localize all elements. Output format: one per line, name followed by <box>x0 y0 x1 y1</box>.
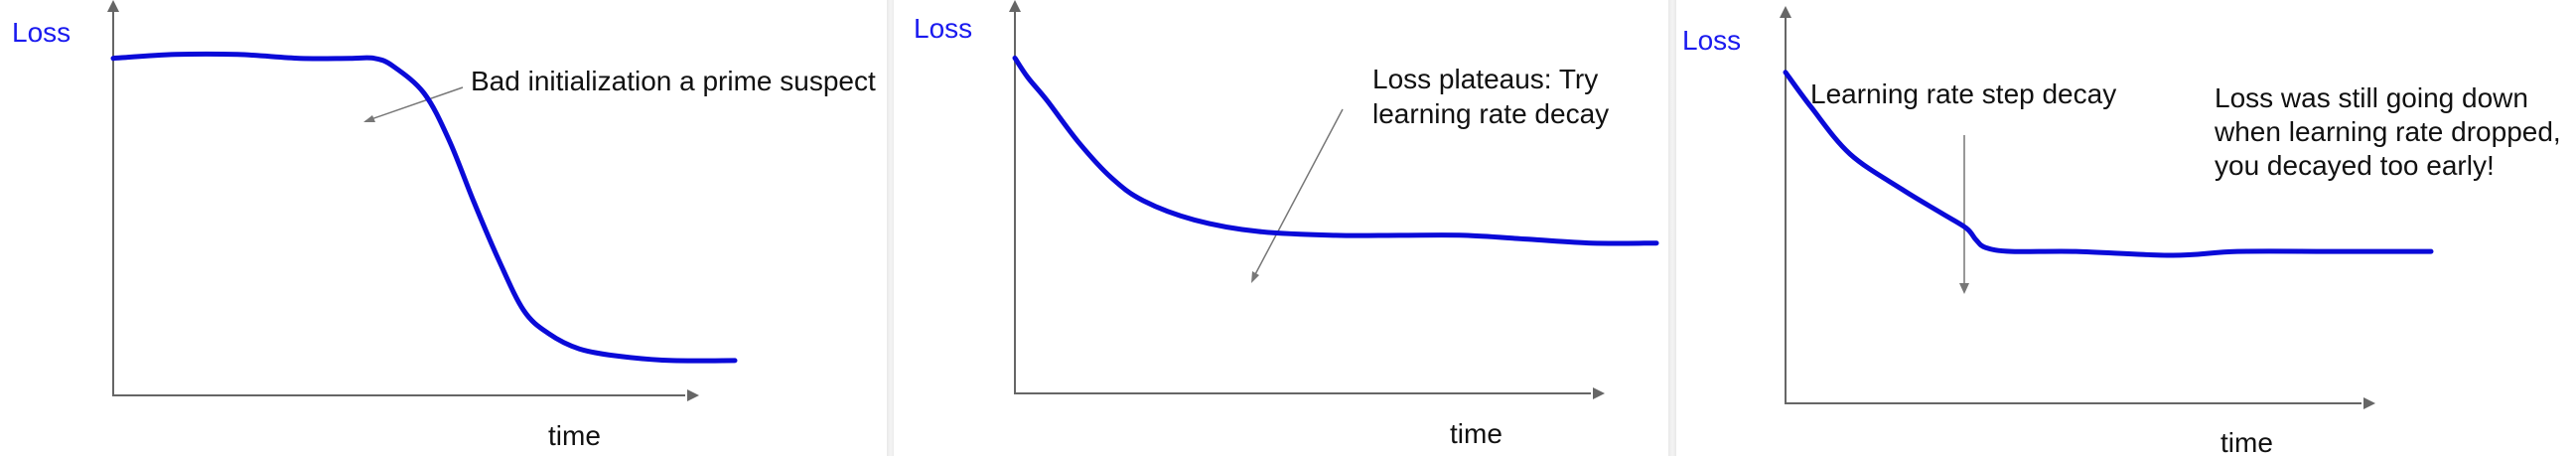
chart-2-x-arrow <box>1593 387 1605 399</box>
chart-2-loss-curve <box>1012 55 1659 246</box>
chart-2-plot: Loss time Loss plateaus: Try learning ra… <box>914 0 1659 449</box>
chart-3-x-axis-label: time <box>2220 427 2273 456</box>
chart-3-loss-curve <box>1783 70 2434 258</box>
chart-3-y-axis-label: Loss <box>1682 25 1741 56</box>
chart-2-axes <box>1014 8 1591 394</box>
chart-1-loss-curve <box>110 51 738 364</box>
chart-3-annotation-line-3: you decayed too early! <box>2215 150 2495 181</box>
chart-1-pointer-head <box>363 115 375 122</box>
chart-1-x-arrow <box>687 389 699 401</box>
chart-1-y-axis-label: Loss <box>12 17 71 48</box>
chart-3-x-arrow <box>2363 397 2375 409</box>
chart-2-x-axis-label: time <box>1450 418 1503 449</box>
chart-3-y-arrow <box>1780 6 1791 18</box>
chart-3-annotation-step-decay: Learning rate step decay <box>1810 78 2116 109</box>
chart-1-axes <box>112 8 685 396</box>
chart-3-axes <box>1785 14 2361 404</box>
chart-2-y-axis-label: Loss <box>914 13 972 44</box>
chart-1-x-axis-label: time <box>548 420 601 451</box>
chart-2-annotation-line-2: learning rate decay <box>1372 98 1609 129</box>
chart-1-plot: Loss time Bad initialization a prime sus… <box>12 0 876 451</box>
chart-3-pointer-head <box>1959 283 1969 294</box>
chart-1-y-arrow <box>107 0 119 12</box>
chart-1-annotation: Bad initialization a prime suspect <box>471 66 876 96</box>
chart-1-pointer-line <box>364 86 464 122</box>
chart-panel-3: Loss time Learning rate step decay Loss … <box>1676 0 2576 456</box>
chart-panel-2: Loss time Loss plateaus: Try learning ra… <box>894 0 1668 456</box>
chart-3-annotation-line-2: when learning rate dropped, <box>2214 116 2561 147</box>
chart-3-annotation-line-1: Loss was still going down <box>2215 82 2528 113</box>
chart-2-y-arrow <box>1009 0 1021 12</box>
chart-2-pointer-line <box>1252 108 1344 279</box>
chart-2-annotation-line-1: Loss plateaus: Try <box>1372 64 1598 94</box>
chart-3-plot: Loss time Learning rate step decay Loss … <box>1682 6 2561 456</box>
panel-divider-2 <box>1668 0 1676 456</box>
chart-panel-1: Loss time Bad initialization a prime sus… <box>0 0 887 456</box>
chart-2-pointer-head <box>1251 271 1259 283</box>
panel-divider-1 <box>887 0 895 456</box>
